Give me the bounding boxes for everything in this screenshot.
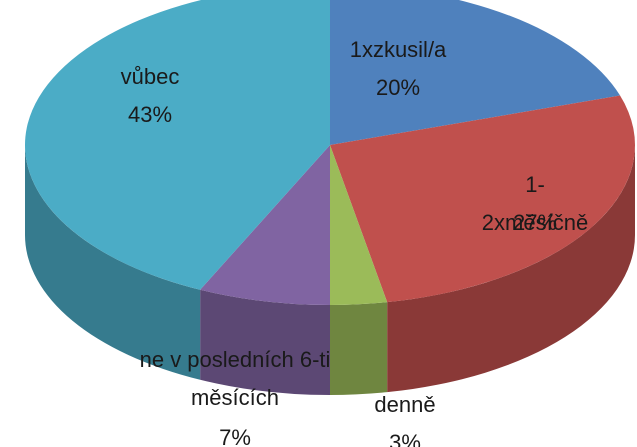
slice-label: 20% — [375, 75, 421, 100]
slice-label: 1-2xměsíčně — [481, 172, 589, 235]
slice — [25, 0, 330, 290]
slice-side — [25, 145, 201, 380]
slice-label: ne v posledních 6-ti měsících — [139, 347, 331, 410]
slice-label: 7% — [219, 425, 251, 447]
slice-label: 43% — [127, 102, 173, 127]
slice-label: denně — [374, 392, 436, 417]
slice — [200, 145, 330, 305]
slice-label: vůbec — [120, 64, 180, 89]
slice — [330, 0, 621, 145]
slice-label: 1xzkusil/a — [349, 37, 447, 62]
slice — [330, 95, 636, 303]
slice — [330, 145, 388, 305]
slice-side — [330, 302, 388, 396]
slice-side — [200, 289, 330, 395]
slice-label: 27% — [512, 210, 558, 235]
slice-label: 3% — [389, 430, 421, 447]
slice-side — [387, 145, 635, 393]
